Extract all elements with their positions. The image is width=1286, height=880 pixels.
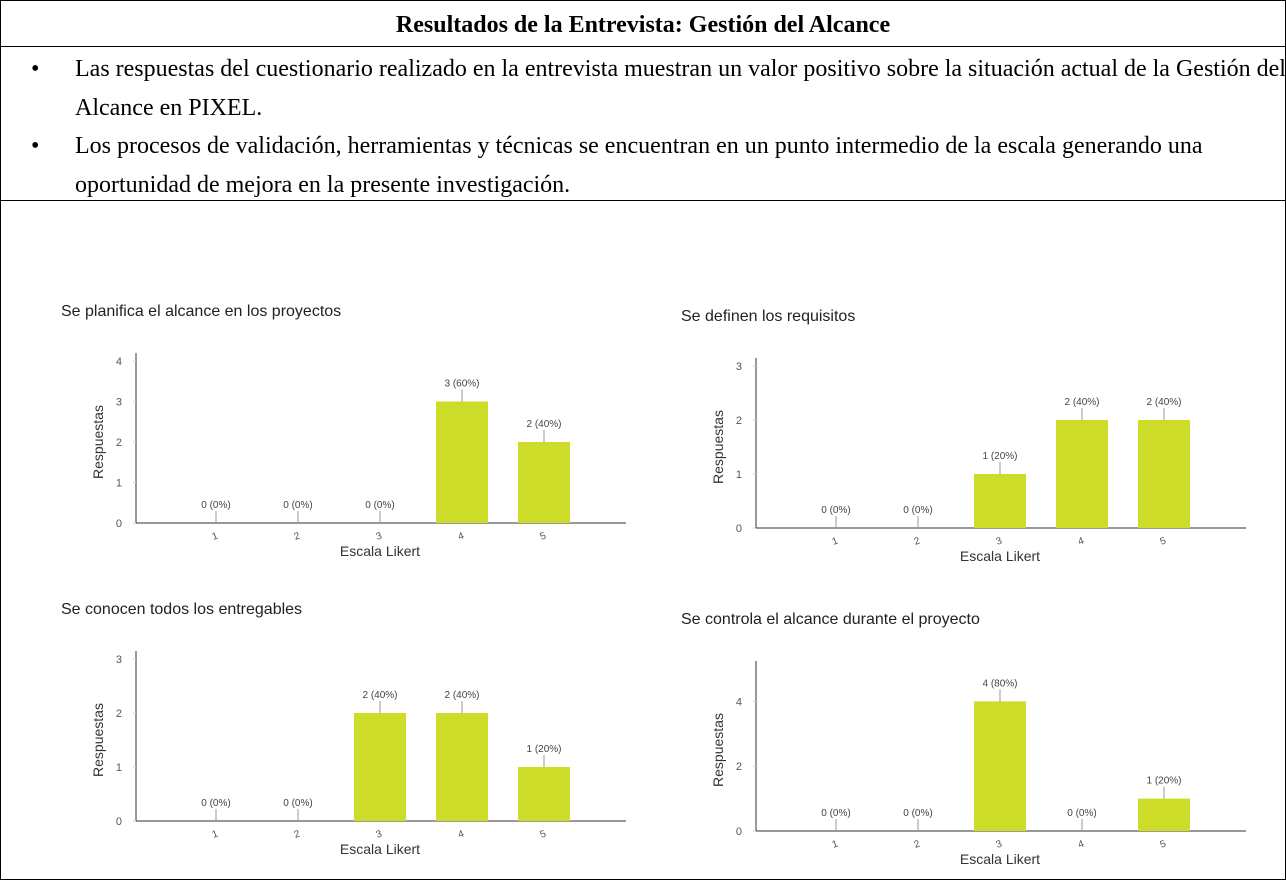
y-tick-label: 0 [736,523,742,535]
data-label: 0 (0%) [1067,808,1096,819]
y-axis-label: Respuestas [710,410,726,484]
x-axis-label: Escala Likert [960,851,1040,867]
data-label: 2 (40%) [526,419,561,430]
data-label: 0 (0%) [903,808,932,819]
data-label: 1 (20%) [1146,776,1181,787]
y-tick-label: 2 [736,415,742,427]
data-label: 0 (0%) [903,505,932,516]
data-label: 2 (40%) [362,690,397,701]
data-label: 0 (0%) [201,500,230,511]
x-axis-label: Escala Likert [340,543,420,559]
y-tick-label: 2 [116,437,122,449]
x-tick-label: 3 [375,828,384,840]
y-axis-label: Respuestas [90,405,106,479]
x-tick-label: 5 [539,828,548,840]
chart-title: Se conocen todos los entregables [61,601,302,618]
x-tick-label: 1 [211,530,220,542]
bar [436,713,488,821]
y-tick-label: 2 [116,708,122,720]
data-label: 0 (0%) [821,808,850,819]
bar [354,713,406,821]
x-tick-label: 2 [913,535,922,547]
data-label: 0 (0%) [365,500,394,511]
x-tick-label: 4 [1077,838,1086,850]
y-tick-label: 0 [736,826,742,838]
data-label: 0 (0%) [283,798,312,809]
y-tick-label: 4 [116,356,122,368]
data-label: 3 (60%) [444,379,479,390]
y-tick-label: 0 [116,518,122,530]
chart: Se definen los requisitos 0 1 2 3 Respuestas E… [681,308,1246,564]
data-label: 2 (40%) [1146,397,1181,408]
data-label: 1 (20%) [982,451,1017,462]
x-axis-label: Escala Likert [340,841,420,857]
data-label: 2 (40%) [1064,397,1099,408]
x-tick-label: 4 [1077,535,1086,547]
x-tick-label: 2 [293,828,302,840]
chart: Se planifica el alcance en los proyectos… [61,303,626,559]
x-tick-label: 4 [457,530,466,542]
y-tick-label: 2 [736,761,742,773]
bar [1138,420,1190,528]
data-label: 0 (0%) [821,505,850,516]
charts: Se planifica el alcance en los proyectos… [61,303,1246,867]
y-tick-label: 3 [116,654,122,666]
bullet-list: Las respuestas del cuestionario realizad… [1,47,1286,204]
y-tick-label: 1 [736,469,742,481]
data-label: 0 (0%) [283,500,312,511]
x-tick-label: 3 [995,838,1004,850]
bar [518,442,570,523]
x-tick-label: 3 [375,530,384,542]
bar [974,474,1026,528]
data-label: 1 (20%) [526,744,561,755]
x-tick-label: 4 [457,828,466,840]
y-tick-label: 3 [116,397,122,409]
x-tick-label: 2 [293,530,302,542]
x-tick-label: 5 [539,530,548,542]
bar [518,767,570,821]
x-tick-label: 5 [1159,535,1168,547]
x-tick-label: 2 [913,838,922,850]
bullet: Los procesos de validación, herramientas… [1,127,1286,204]
y-tick-label: 3 [736,361,742,373]
bullet: Las respuestas del cuestionario realizad… [1,50,1286,127]
data-label: 4 (80%) [982,678,1017,689]
y-tick-label: 4 [736,696,742,708]
y-axis-label: Respuestas [710,713,726,787]
y-axis-label: Respuestas [90,703,106,777]
bar [1056,420,1108,528]
x-tick-label: 1 [831,535,840,547]
chart: Se conocen todos los entregables 0 1 2 3 Resp… [61,601,626,857]
bar [436,401,488,523]
data-label: 0 (0%) [201,798,230,809]
chart: Se controla el alcance durante el proyec… [681,611,1246,867]
chart-title: Se controla el alcance durante el proyec… [681,611,980,628]
header-title: Resultados de la Entrevista: Gestión del… [1,1,1285,47]
x-tick-label: 3 [995,535,1004,547]
y-tick-label: 1 [116,762,122,774]
y-tick-label: 0 [116,816,122,828]
bar [974,701,1026,831]
x-tick-label: 1 [831,838,840,850]
y-tick-label: 1 [116,478,122,490]
chart-title: Se definen los requisitos [681,308,855,325]
x-tick-label: 5 [1159,838,1168,850]
bar [1138,798,1190,831]
x-axis-label: Escala Likert [960,548,1040,564]
x-tick-label: 1 [211,828,220,840]
data-label: 2 (40%) [444,690,479,701]
chart-title: Se planifica el alcance en los proyectos [61,303,341,320]
